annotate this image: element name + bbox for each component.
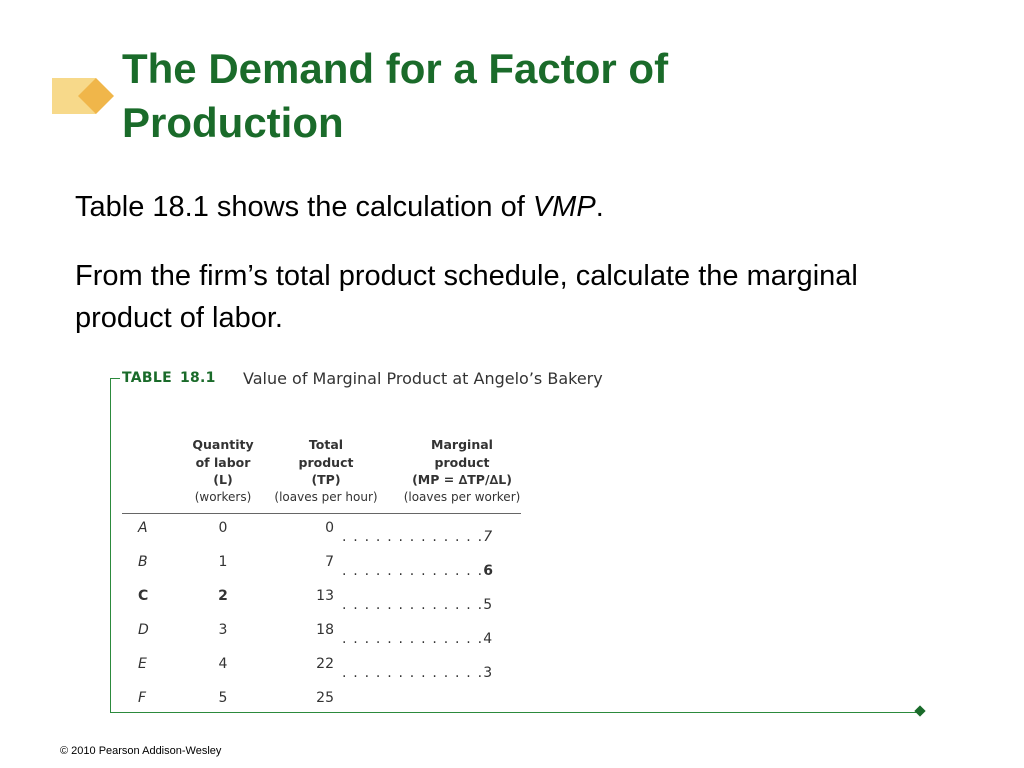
row-quantity-highlighted: 2 (218, 588, 228, 604)
column-header-marginal-product: Marginal product (MP = ∆TP/∆L) (loaves p… (398, 436, 526, 506)
paragraph-instruction: From the firm’s total product schedule, … (75, 260, 858, 334)
table-tag: TABLE 18.1 (122, 370, 216, 386)
column-header-line: (TP) (311, 472, 341, 487)
row-quantity: 0 (218, 520, 228, 536)
title-decoration-icon (52, 78, 114, 114)
row-total-product: 13 (316, 588, 334, 604)
table-tag-label: TABLE (122, 370, 172, 386)
row-total-product: 25 (316, 690, 334, 706)
row-total-product: 22 (316, 656, 334, 672)
slide-title-line-2: Production (122, 99, 344, 146)
table-frame-diamond-icon (914, 705, 926, 717)
row-total-product: 7 (325, 554, 334, 570)
row-quantity: 3 (218, 622, 228, 638)
table-frame-top-tick (110, 378, 120, 379)
leader-dots: . . . . . . . . . . . . . (342, 631, 484, 647)
column-header-line: (L) (213, 472, 233, 487)
column-header-line: Quantity (192, 437, 254, 452)
column-header-total-product: Total product (TP) (loaves per hour) (273, 436, 379, 506)
row-label-highlighted: C (138, 588, 149, 604)
paragraph-table-intro-text: Table 18.1 shows the calculation of (75, 191, 533, 223)
column-header-line: (MP = ∆TP/∆L) (412, 472, 512, 487)
marginal-product-cell: . . . . . . . . . . . . .3 (342, 664, 492, 682)
marginal-product-cell: . . . . . . . . . . . . .5 (342, 596, 492, 614)
column-header-line: product (298, 454, 354, 470)
row-label: F (138, 690, 147, 706)
row-quantity: 1 (218, 554, 228, 570)
row-quantity: 5 (218, 690, 228, 706)
column-header-line: Total (308, 437, 344, 452)
marginal-product-value: 4 (483, 631, 493, 647)
paragraph-vmp-term: VMP (532, 191, 596, 223)
leader-dots: . . . . . . . . . . . . . (342, 665, 484, 681)
column-header-unit: (workers) (194, 489, 252, 504)
marginal-product-cell: . . . . . . . . . . . . .4 (342, 630, 492, 648)
paragraph-table-intro-period: . (595, 191, 604, 223)
row-label: B (138, 554, 148, 570)
row-label: E (138, 656, 147, 672)
marginal-product-value: 5 (483, 597, 493, 613)
marginal-product-value: 3 (483, 665, 493, 681)
copyright-footer: © 2010 Pearson Addison-Wesley (60, 745, 222, 757)
table-caption: Value of Marginal Product at Angelo’s Ba… (243, 369, 603, 388)
leader-dots: . . . . . . . . . . . . . (342, 529, 484, 545)
marginal-product-value-highlighted: 6 (483, 563, 494, 579)
leader-dots: . . . . . . . . . . . . . (342, 597, 484, 613)
marginal-product-value: 7 (483, 529, 493, 545)
marginal-product-cell-highlighted: . . . . . . . . . . . . .6 (342, 562, 493, 580)
slide-title: The Demand for a Factor of Production (122, 42, 822, 150)
row-label: D (138, 622, 149, 638)
row-total-product: 0 (325, 520, 334, 536)
table-header-rule (122, 513, 521, 514)
column-header-line: product (434, 454, 490, 470)
column-header-unit: (loaves per hour) (274, 489, 378, 504)
leader-dots: . . . . . . . . . . . . . (342, 563, 484, 579)
column-header-quantity: Quantity of labor (L) (workers) (183, 436, 263, 506)
row-total-product: 18 (316, 622, 334, 638)
marginal-product-cell: . . . . . . . . . . . . .7 (342, 528, 492, 546)
column-header-line: Marginal (431, 437, 493, 452)
column-header-line: of labor (195, 454, 251, 470)
row-label: A (138, 520, 148, 536)
column-header-unit: (loaves per worker) (403, 489, 521, 504)
table-frame-left-rule (110, 378, 111, 713)
table-tag-number: 18.1 (179, 370, 216, 386)
slide-title-line-1: The Demand for a Factor of (122, 45, 669, 92)
row-quantity: 4 (218, 656, 228, 672)
paragraph-table-intro: Table 18.1 shows the calculation of VMP. (75, 186, 955, 228)
table-frame-bottom-rule (110, 712, 920, 713)
